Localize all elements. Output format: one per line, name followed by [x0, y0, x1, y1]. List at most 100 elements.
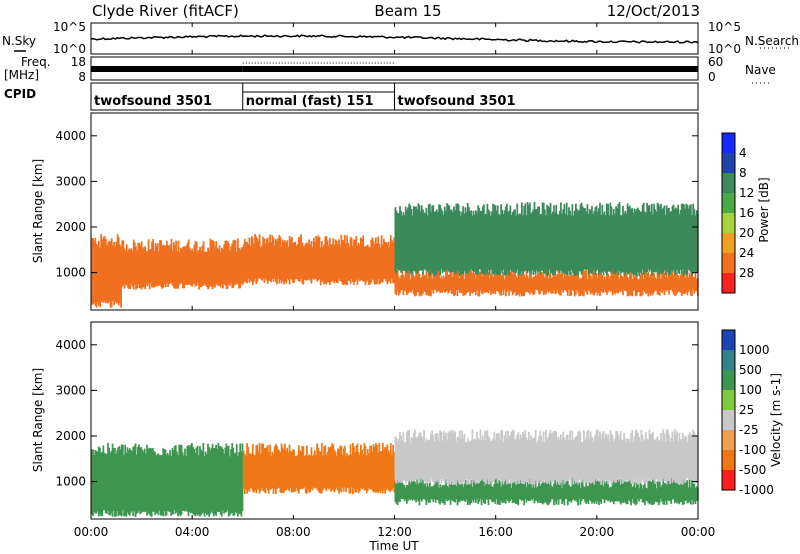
- noise-left-label: N.Sky: [2, 34, 36, 48]
- data-cell: [485, 432, 488, 484]
- data-cell: [695, 436, 698, 484]
- data-cell: [406, 432, 408, 482]
- data-cell: [494, 205, 497, 273]
- data-cell: [690, 434, 692, 479]
- data-cell: [454, 431, 457, 485]
- data-cell: [226, 446, 229, 511]
- data-cell: [230, 449, 232, 514]
- data-cell: [466, 476, 469, 506]
- data-cell: [581, 442, 584, 481]
- data-cell: [432, 270, 435, 294]
- data-cell: [124, 250, 127, 286]
- data-cell: [397, 483, 400, 502]
- data-cell: [442, 275, 445, 291]
- data-cell: [162, 244, 165, 288]
- data-cell: [514, 440, 516, 481]
- data-cell: [258, 442, 261, 494]
- data-cell: [524, 429, 527, 482]
- data-cell: [122, 240, 125, 286]
- data-cell: [514, 209, 516, 272]
- data-cell: [571, 475, 574, 501]
- data-cell: [570, 272, 573, 296]
- data-cell: [402, 484, 405, 499]
- data-cell: [364, 445, 367, 491]
- data-cell: [637, 279, 639, 293]
- data-cell: [397, 276, 400, 296]
- data-cell: [555, 431, 558, 481]
- data-cell: [686, 442, 689, 479]
- data-cell: [694, 215, 697, 272]
- data-cell: [531, 278, 534, 294]
- data-cell: [187, 239, 190, 285]
- data-cell: [190, 250, 192, 286]
- data-cell: [339, 245, 342, 282]
- data-cell: [583, 208, 585, 270]
- data-cell: [429, 267, 431, 295]
- data-cell: [241, 247, 244, 285]
- data-cell: [261, 443, 263, 488]
- data-cell: [369, 246, 371, 285]
- data-cell: [152, 238, 155, 288]
- data-cell: [432, 434, 435, 482]
- data-cell: [408, 429, 411, 482]
- data-cell: [143, 448, 146, 513]
- data-cell: [456, 479, 459, 506]
- data-cell: [685, 437, 688, 479]
- data-cell: [692, 429, 695, 480]
- data-cell: [299, 450, 301, 490]
- data-cell: [491, 441, 493, 483]
- data-cell: [433, 484, 436, 499]
- data-cell: [376, 444, 378, 492]
- data-cell: [532, 477, 535, 499]
- data-cell: [343, 445, 346, 488]
- data-cell: [310, 241, 313, 284]
- data-cell: [332, 238, 335, 282]
- data-cell: [417, 266, 420, 293]
- data-cell: [660, 203, 662, 275]
- data-cell: [155, 245, 158, 287]
- data-cell: [132, 239, 135, 290]
- data-cell: [185, 245, 188, 285]
- data-cell: [350, 454, 353, 488]
- data-cell: [316, 443, 319, 490]
- data-cell: [498, 273, 500, 293]
- colorbar-swatch: [722, 350, 735, 371]
- data-cell: [653, 203, 655, 273]
- data-cell: [522, 432, 524, 485]
- data-cell: [668, 274, 670, 295]
- data-cell: [563, 476, 566, 506]
- data-cell: [96, 452, 99, 512]
- data-cell: [455, 486, 458, 500]
- data-cell: [592, 442, 594, 483]
- data-cell: [580, 202, 583, 275]
- data-cell: [602, 213, 605, 276]
- data-cell: [98, 240, 100, 306]
- data-cell: [549, 429, 552, 481]
- data-cell: [534, 430, 537, 481]
- data-cell: [487, 271, 490, 294]
- data-cell: [647, 440, 650, 482]
- data-cell: [120, 246, 122, 308]
- data-cell: [545, 269, 547, 295]
- colorbar-tick-label: 1000: [739, 343, 770, 357]
- data-cell: [354, 239, 357, 282]
- data-cell: [411, 437, 414, 482]
- data-cell: [133, 242, 136, 285]
- data-cell: [612, 441, 615, 480]
- data-cell: [433, 276, 436, 290]
- data-cell: [632, 442, 635, 485]
- colorbar-frame: [721, 132, 736, 294]
- data-cell: [383, 238, 385, 280]
- data-cell: [500, 430, 503, 483]
- data-cell: [641, 434, 644, 479]
- data-cell: [425, 438, 428, 483]
- data-cell: [606, 436, 608, 482]
- data-cell: [417, 483, 420, 502]
- data-cell: [624, 442, 627, 482]
- data-cell: [576, 266, 578, 290]
- data-cell: [501, 209, 504, 274]
- data-cell: [114, 448, 116, 517]
- data-cell: [229, 456, 231, 516]
- data-cell: [530, 213, 532, 274]
- data-cell: [609, 276, 612, 292]
